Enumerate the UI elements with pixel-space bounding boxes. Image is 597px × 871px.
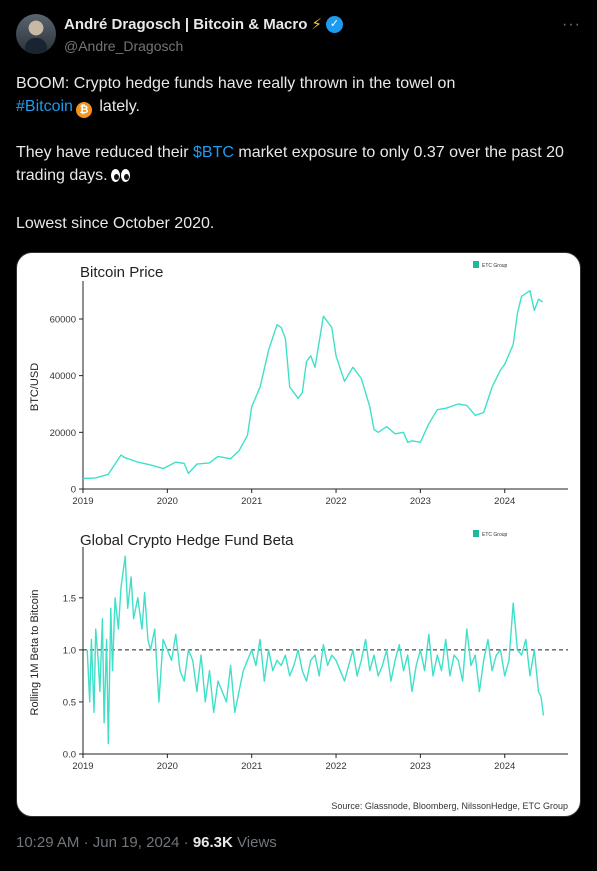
tweet-paragraph-2: They have reduced their $BTC market expo…	[16, 141, 581, 189]
y-tick-label: 0.0	[63, 750, 76, 761]
bitcoin-price-line	[82, 290, 544, 480]
bitcoin-emoji-icon: ₿	[75, 102, 92, 118]
tweet-meta: 10:29 AM · Jun 19, 2024 · 96.3K Views	[16, 834, 277, 851]
tweet-time[interactable]: 10:29 AM	[16, 834, 80, 851]
y-axis-label: Rolling 1M Beta to Bitcoin	[29, 590, 41, 716]
y-tick-label: 60000	[50, 315, 76, 326]
eyes-emoji-icon	[110, 166, 131, 189]
x-tick-label: 2019	[72, 761, 93, 772]
more-options-icon[interactable]: ···	[562, 16, 581, 33]
chart-title: Bitcoin Price	[80, 264, 163, 281]
chart-image-card[interactable]: Bitcoin Price ETC Group 0 20000 40000 60000 20…	[16, 252, 581, 817]
views-count[interactable]: 96.3K	[192, 834, 233, 851]
tweet-line3: Lowest since October 2020.	[16, 215, 215, 232]
charts-figure: Bitcoin Price ETC Group 0 20000 40000 60000 20…	[29, 261, 568, 811]
verified-badge-icon[interactable]: ✓	[325, 15, 343, 33]
tweet-line1-text: BOOM: Crypto hedge funds have really thr…	[16, 75, 456, 92]
hashtag-bitcoin-link[interactable]: #Bitcoin	[16, 98, 73, 115]
author-handle[interactable]: @Andre_Dragosch	[64, 38, 184, 54]
x-tick-label: 2024	[494, 496, 515, 507]
cashtag-btc-link[interactable]: $BTC	[193, 144, 234, 161]
y-tick-label: 1.0	[63, 645, 76, 656]
x-tick-label: 2020	[157, 761, 178, 772]
x-tick-label: 2022	[325, 496, 346, 507]
y-tick-label: 40000	[50, 371, 76, 382]
lightning-bolt-icon: ⚡	[311, 16, 322, 33]
tweet-text: BOOM: Crypto hedge funds have really thr…	[16, 72, 581, 258]
x-tick-label: 2021	[241, 496, 262, 507]
x-tick-label: 2023	[410, 496, 431, 507]
hedge-fund-beta-line	[86, 555, 545, 745]
author-display-name[interactable]: André Dragosch | Bitcoin & Macro	[64, 15, 308, 33]
tweet-line1-end: lately.	[99, 98, 140, 115]
x-tick-label: 2023	[410, 761, 431, 772]
x-tick-label: 2021	[241, 761, 262, 772]
chart-title: Global Crypto Hedge Fund Beta	[80, 532, 294, 549]
y-axis-label: BTC/USD	[29, 363, 41, 411]
avatar[interactable]	[16, 14, 56, 54]
y-tick-label: 0	[71, 485, 76, 496]
meta-separator: ·	[83, 834, 89, 851]
y-tick-label: 0.5	[63, 697, 76, 708]
tweet-paragraph-3: Lowest since October 2020.	[16, 212, 581, 235]
y-tick-label: 1.5	[63, 593, 76, 604]
etc-logo-icon	[473, 530, 479, 537]
meta-separator: ·	[183, 834, 189, 851]
etc-logo-icon	[473, 261, 479, 268]
chart-logo-text: ETC Group	[482, 532, 508, 538]
tweet-line2-rest: market exposure to only 0.37 over the pa…	[16, 144, 564, 184]
tweet-date[interactable]: Jun 19, 2024	[92, 834, 180, 851]
y-tick-label: 20000	[50, 428, 76, 439]
x-tick-label: 2022	[325, 761, 346, 772]
tweet-line2-start: They have reduced their	[16, 144, 189, 161]
x-tick-label: 2020	[157, 496, 178, 507]
x-tick-label: 2019	[72, 496, 93, 507]
tweet-paragraph-1: BOOM: Crypto hedge funds have really thr…	[16, 72, 581, 118]
chart-source-note: Source: Glassnode, Bloomberg, NilssonHed…	[331, 801, 568, 811]
author-name-row[interactable]: André Dragosch | Bitcoin & Macro ⚡ ✓	[64, 15, 343, 33]
tweet-header: André Dragosch | Bitcoin & Macro ⚡ ✓ @An…	[16, 14, 581, 58]
chart-logo-text: ETC Group	[482, 263, 508, 269]
x-tick-label: 2024	[494, 761, 515, 772]
views-label[interactable]: Views	[237, 834, 277, 851]
